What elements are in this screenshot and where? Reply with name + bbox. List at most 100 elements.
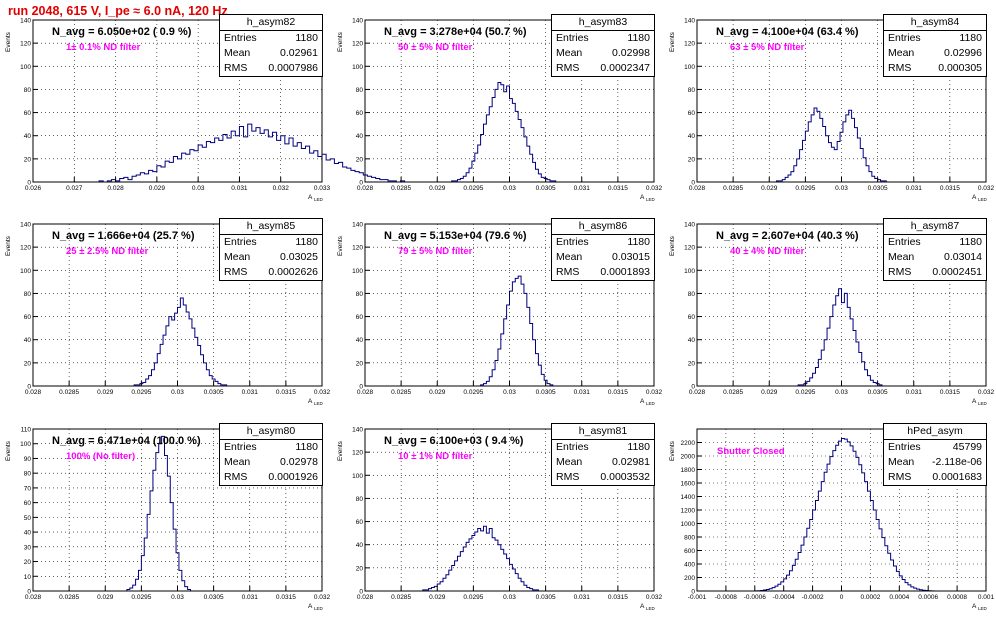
y-tick-label: 80	[356, 87, 364, 94]
histogram-bin	[219, 140, 223, 182]
histogram-bin	[223, 135, 227, 182]
histogram-bin	[140, 173, 144, 182]
x-tick-label: 0.0305	[868, 389, 888, 396]
x-tick-label: 0.0315	[940, 185, 960, 192]
histogram-bin	[510, 99, 513, 182]
stat-label: Entries	[556, 440, 589, 455]
y-axis-label: Events	[669, 31, 676, 52]
y-axis-label: Events	[5, 440, 12, 461]
histogram-bin	[183, 305, 186, 386]
histogram-bin	[515, 111, 518, 182]
stat-value: 0.03015	[612, 250, 650, 265]
x-tick-label: -0.0004	[773, 594, 795, 601]
y-tick-label: 40	[24, 133, 32, 140]
y-tick-label: 0	[691, 180, 695, 187]
y-tick-label: 20	[356, 156, 364, 163]
filter-label: 63 ± 5% ND filter	[730, 42, 804, 53]
x-tick-label: 0.03	[503, 594, 516, 601]
x-tick-label: 0.031	[574, 389, 591, 396]
histogram-bin	[849, 110, 852, 182]
stats-row-entries: Entries 1180	[552, 440, 654, 455]
x-tick-label: 0.0004	[889, 594, 909, 601]
y-tick-label: 60	[356, 110, 364, 117]
stat-label: RMS	[556, 61, 579, 76]
y-tick-label: 80	[24, 291, 32, 298]
x-tick-label: 0.029	[97, 389, 114, 396]
histogram-bin	[817, 111, 820, 182]
histogram-bin	[211, 143, 215, 182]
histogram-bin	[504, 554, 507, 591]
stat-value: 0.0002347	[600, 61, 650, 76]
histogram-bin	[507, 86, 510, 182]
x-tick-label: 0.0295	[463, 185, 483, 192]
histogram-bin	[492, 98, 495, 182]
histogram-bin	[326, 160, 330, 182]
stat-label: RMS	[556, 470, 579, 485]
x-tick-label: 0.0285	[723, 185, 743, 192]
histogram-bin	[460, 552, 463, 591]
stat-label: Entries	[224, 440, 257, 455]
x-tick-label: 0.03	[835, 389, 848, 396]
x-tick-label: 0.029	[429, 389, 446, 396]
y-tick-label: 0	[691, 589, 695, 596]
stat-value: 1180	[627, 440, 650, 455]
y-tick-label: 20	[688, 156, 696, 163]
y-tick-label: 70	[24, 485, 32, 492]
histogram-bin	[807, 528, 810, 591]
histogram-bin	[833, 451, 836, 591]
x-tick-label: 0.0285	[723, 389, 743, 396]
histogram-bin	[836, 445, 839, 591]
histogram-bin	[512, 103, 515, 182]
histogram-bin	[831, 147, 834, 182]
x-tick-label: 0.031	[231, 185, 248, 192]
navg-label: N_avg = 6.100e+03 ( 9.4 %)	[384, 435, 523, 447]
histogram-bin	[850, 446, 853, 591]
histogram-bin	[811, 115, 814, 182]
y-tick-label: 100	[684, 268, 695, 275]
y-tick-label: 110	[21, 427, 32, 434]
histogram-bin	[814, 108, 817, 182]
histogram-bin	[495, 540, 498, 591]
x-axis-label: A	[972, 194, 977, 201]
x-tick-label: 0.029	[761, 185, 778, 192]
y-tick-label: 100	[352, 64, 363, 71]
y-tick-label: 50	[24, 515, 32, 522]
x-tick-label: 0.029	[429, 594, 446, 601]
histogram-bin	[821, 482, 824, 591]
y-axis-label: Events	[669, 235, 676, 256]
histogram-bin	[833, 305, 836, 386]
histogram-bin	[824, 472, 827, 591]
y-tick-label: 140	[352, 222, 363, 229]
y-tick-label: 30	[24, 544, 32, 551]
histogram-bin	[862, 473, 865, 591]
x-axis-label-sub: LED	[314, 401, 324, 406]
y-tick-label: 40	[356, 542, 364, 549]
histogram-bin	[285, 144, 289, 182]
x-tick-label: 0.0295	[131, 389, 151, 396]
histogram-bin	[124, 177, 128, 182]
x-tick-label: -0.0008	[715, 594, 737, 601]
y-tick-label: 40	[24, 530, 32, 537]
histogram-bin	[472, 535, 475, 591]
histogram-bin	[175, 313, 178, 386]
x-tick-label: -0.0006	[744, 594, 766, 601]
y-tick-label: 2000	[681, 454, 696, 461]
stat-value: 1180	[295, 235, 318, 250]
histogram-bin	[277, 140, 281, 182]
histogram-bin	[847, 442, 850, 591]
x-tick-label: 0.032	[273, 185, 290, 192]
x-tick-label: 0.0285	[59, 389, 79, 396]
histogram-bin	[483, 526, 486, 591]
histogram-bin	[289, 138, 293, 182]
y-tick-label: 20	[356, 565, 364, 572]
histogram-bin	[260, 133, 264, 182]
navg-label: N_avg = 4.100e+04 (63.4 %)	[716, 26, 858, 38]
x-tick-label: 0.029	[97, 594, 114, 601]
histogram-line	[481, 276, 553, 386]
